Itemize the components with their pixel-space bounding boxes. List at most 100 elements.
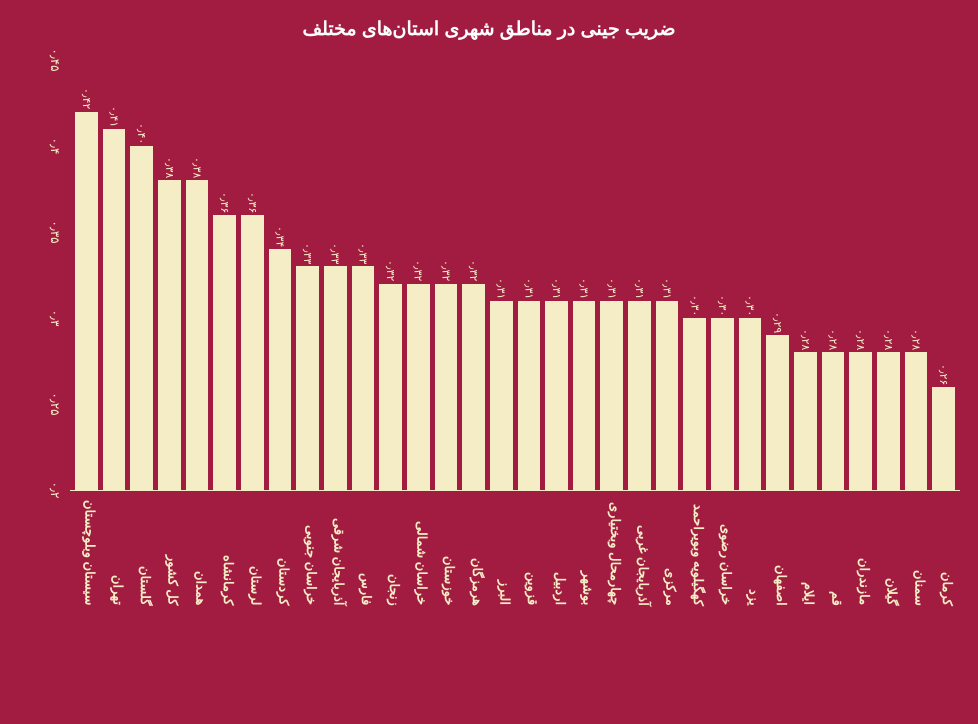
bar-value-label: ۰٫۲۸ [854, 329, 867, 350]
bar-value-label: ۰٫۲۶ [937, 364, 950, 385]
bar-wrap: ۰٫۲۶ [932, 60, 955, 490]
bar-wrap: ۰٫۳۱ [628, 60, 651, 490]
bar: ۰٫۳۲ [407, 284, 430, 490]
x-axis-label: اصفهان [766, 495, 789, 605]
x-axis-label: البرز [490, 495, 513, 605]
y-tick-label: ۰٫۴۵ [48, 48, 62, 71]
bar-wrap: ۰٫۳۶ [213, 60, 236, 490]
bar: ۰٫۳۶ [213, 215, 236, 490]
bar-wrap: ۰٫۳۲ [379, 60, 402, 490]
bar-wrap: ۰٫۳۰ [683, 60, 706, 490]
bar: ۰٫۳۱ [518, 301, 541, 490]
bar: ۰٫۲۸ [877, 352, 900, 490]
x-axis-label: ایلام [794, 495, 817, 605]
x-axis-label: بوشهر [573, 495, 596, 605]
bar-value-label: ۰٫۳۱ [633, 278, 646, 299]
bar: ۰٫۳۱ [490, 301, 513, 490]
bar-value-label: ۰٫۳۱ [522, 278, 535, 299]
x-axis-label: قزوین [518, 495, 541, 605]
bar: ۰٫۳۳ [296, 266, 319, 490]
x-axis-label: مرکزی [656, 495, 679, 605]
x-axis-label: مازندران [849, 495, 872, 605]
bar-wrap: ۰٫۳۰ [711, 60, 734, 490]
bar-value-label: ۰٫۳۱ [661, 278, 674, 299]
bar-wrap: ۰٫۳۱ [490, 60, 513, 490]
bar-wrap: ۰٫۲۹ [766, 60, 789, 490]
bar-value-label: ۰٫۴۱ [107, 106, 120, 127]
x-axis-label: سمنان [905, 495, 928, 605]
bar-wrap: ۰٫۲۸ [877, 60, 900, 490]
bar-wrap: ۰٫۳۱ [518, 60, 541, 490]
bar-value-label: ۰٫۳۳ [329, 243, 342, 264]
bar-value-label: ۰٫۲۸ [910, 329, 923, 350]
bar-wrap: ۰٫۳۲ [407, 60, 430, 490]
bar-value-label: ۰٫۴۲ [80, 88, 93, 109]
bar-value-label: ۰٫۳۳ [356, 243, 369, 264]
x-axis-label: خوزستان [435, 495, 458, 605]
bar: ۰٫۳۴ [269, 249, 292, 490]
y-tick-label: ۰٫۲۵ [48, 392, 62, 415]
bar-wrap: ۰٫۳۸ [186, 60, 209, 490]
bar-value-label: ۰٫۳۰ [716, 295, 729, 316]
bar: ۰٫۴۰ [130, 146, 153, 490]
bar-wrap: ۰٫۳۸ [158, 60, 181, 490]
bar-value-label: ۰٫۳۱ [550, 278, 563, 299]
bar-value-label: ۰٫۳۶ [246, 192, 259, 213]
bar-wrap: ۰٫۳۲ [462, 60, 485, 490]
x-axis-label: کرمانشاه [213, 495, 236, 605]
bar-wrap: ۰٫۲۸ [905, 60, 928, 490]
bar: ۰٫۳۱ [545, 301, 568, 490]
x-axis-label: کرمان [932, 495, 955, 605]
bar-wrap: ۰٫۳۰ [739, 60, 762, 490]
bar-value-label: ۰٫۳۱ [495, 278, 508, 299]
bar-wrap: ۰٫۳۲ [435, 60, 458, 490]
bar-wrap: ۰٫۳۳ [352, 60, 375, 490]
bar-wrap: ۰٫۳۶ [241, 60, 264, 490]
bar: ۰٫۴۲ [75, 112, 98, 490]
bar-value-label: ۰٫۳۳ [301, 243, 314, 264]
chart-title: ضریب جینی در مناطق شهری استان‌های مختلف [0, 0, 978, 41]
bar: ۰٫۳۲ [462, 284, 485, 490]
bar-value-label: ۰٫۳۱ [605, 278, 618, 299]
y-tick-label: ۰٫۴ [48, 138, 62, 155]
x-axis-label: گیلان [877, 495, 900, 605]
x-axis-label: تهران [103, 495, 126, 605]
y-tick-label: ۰٫۳ [48, 310, 62, 327]
bar: ۰٫۳۸ [158, 180, 181, 490]
y-tick-label: ۰٫۳۵ [48, 220, 62, 243]
bar-wrap: ۰٫۳۱ [573, 60, 596, 490]
x-axis-line [70, 490, 960, 491]
bar: ۰٫۳۲ [379, 284, 402, 490]
x-axis-label: کل کشور [158, 495, 181, 605]
bar-value-label: ۰٫۲۹ [771, 312, 784, 333]
x-axis-label: خراسان رضوی [711, 495, 734, 605]
bar-value-label: ۰٫۳۲ [467, 260, 480, 281]
bar-wrap: ۰٫۳۱ [545, 60, 568, 490]
x-axis-label: کردستان [269, 495, 292, 605]
bar-value-label: ۰٫۳۲ [412, 260, 425, 281]
bar: ۰٫۲۹ [766, 335, 789, 490]
x-axis-label: کهگیلویه وبویراحمد [683, 495, 706, 605]
bar-value-label: ۰٫۲۸ [882, 329, 895, 350]
x-axis-label: اردبیل [545, 495, 568, 605]
bar-value-label: ۰٫۲۸ [827, 329, 840, 350]
x-axis-label: زنجان [379, 495, 402, 605]
x-axis-label: قم [822, 495, 845, 605]
bar-value-label: ۰٫۳۶ [218, 192, 231, 213]
bar-wrap: ۰٫۴۱ [103, 60, 126, 490]
bar: ۰٫۲۶ [932, 387, 955, 490]
y-axis: ۰٫۲۰٫۲۵۰٫۳۰٫۳۵۰٫۴۰٫۴۵ [0, 60, 70, 490]
bar-value-label: ۰٫۳۰ [744, 295, 757, 316]
bar-value-label: ۰٫۳۲ [384, 260, 397, 281]
x-axis-label: چهارمحال وبختیاری [600, 495, 623, 605]
bar: ۰٫۳۶ [241, 215, 264, 490]
bar: ۰٫۴۱ [103, 129, 126, 490]
chart-plot-area: ۰٫۴۲۰٫۴۱۰٫۴۰۰٫۳۸۰٫۳۸۰٫۳۶۰٫۳۶۰٫۳۴۰٫۳۳۰٫۳۳… [70, 60, 960, 490]
bar-wrap: ۰٫۲۸ [849, 60, 872, 490]
bar: ۰٫۳۳ [324, 266, 347, 490]
bar-value-label: ۰٫۳۲ [439, 260, 452, 281]
bar-value-label: ۰٫۳۰ [688, 295, 701, 316]
bar: ۰٫۲۸ [905, 352, 928, 490]
bar: ۰٫۳۱ [600, 301, 623, 490]
bar-wrap: ۰٫۲۸ [822, 60, 845, 490]
